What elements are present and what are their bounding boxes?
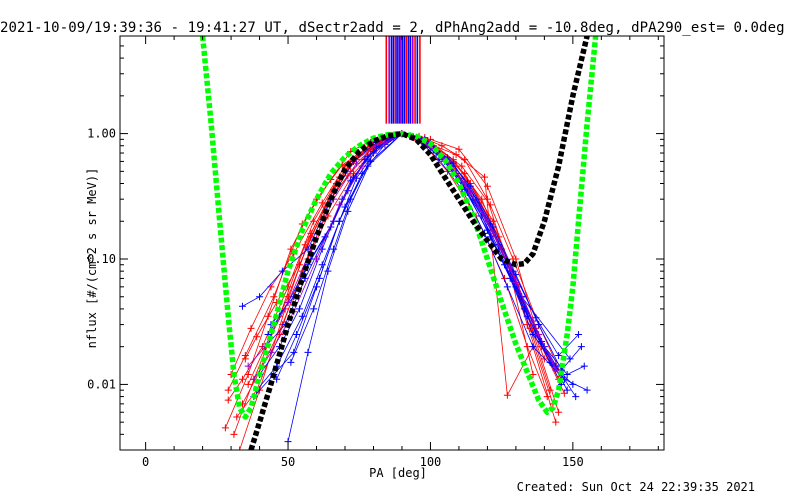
series-20-point-13	[535, 331, 543, 339]
series-15-point-13	[572, 393, 580, 401]
series-12-point-3	[318, 245, 326, 253]
plot-frame	[119, 35, 665, 451]
series-15-point-9	[483, 226, 491, 234]
series-16-point-1	[304, 348, 312, 356]
series-15-point-1	[310, 305, 318, 313]
axes-layer: 0 50 100 150 0.01 0.10 1.00	[87, 35, 664, 469]
series-line-12	[259, 133, 565, 380]
series-7-point-13	[555, 408, 563, 416]
series-17-point-14	[577, 343, 585, 351]
series-16-point-3	[344, 207, 352, 215]
fit-curve-green	[199, 36, 599, 420]
x-tick-label-150: 150	[562, 455, 584, 469]
series-12-point-2	[295, 305, 303, 313]
fit-curve-black	[248, 36, 590, 450]
series-21-point-4	[335, 201, 343, 209]
series-19-point-2	[315, 274, 323, 282]
series-3-point-11	[503, 391, 511, 399]
series-19-point-1	[293, 331, 301, 339]
series-12-point-12	[503, 283, 511, 291]
series-9-point-12	[523, 321, 531, 329]
series-18-point-12	[532, 314, 540, 322]
series-20-point-5	[352, 159, 360, 167]
series-19-point-3	[335, 217, 343, 225]
series-10-point-2	[278, 267, 286, 275]
series-21-point-6	[381, 139, 389, 147]
series-16-point-13	[580, 362, 588, 370]
series-3-point-10	[481, 173, 489, 181]
series-8-point-0	[244, 380, 252, 388]
y-tick-label-2: 1.00	[87, 127, 116, 141]
series-5-point-0	[241, 355, 249, 363]
series-line-4	[242, 133, 545, 405]
series-8-point-9	[438, 142, 446, 150]
series-10-point-0	[238, 302, 246, 310]
series-19-point-0	[273, 375, 281, 383]
series-7-point-0	[233, 413, 241, 421]
series-14-point-14	[566, 355, 574, 363]
series-18-point-13	[555, 352, 563, 360]
series-6-point-13	[560, 389, 568, 397]
series-6-point-0	[221, 424, 229, 432]
series-line-1	[233, 133, 551, 435]
series-20-point-12	[512, 278, 520, 286]
series-0-point-0	[224, 386, 232, 394]
series-19-point-14	[583, 386, 591, 394]
series-21-point-3	[313, 255, 321, 263]
series-1-point-13	[546, 386, 554, 394]
x-tick-label-0: 0	[142, 455, 149, 469]
series-17-point-2	[298, 312, 306, 320]
series-2-point-0	[236, 446, 244, 450]
series-21-point-14	[552, 366, 560, 374]
series-13-point-14	[563, 386, 571, 394]
series-21-point-10	[461, 180, 469, 187]
series-20-point-0	[244, 362, 252, 370]
series-21-point-12	[506, 264, 514, 272]
series-10-point-1	[256, 293, 264, 301]
series-12-point-13	[529, 343, 537, 351]
series-8-point-10	[461, 156, 469, 164]
series-6-point-2	[264, 312, 272, 320]
series-5-point-5	[344, 172, 352, 180]
series-21-point-11	[483, 217, 491, 225]
series-21-point-5	[358, 162, 366, 170]
series-5-point-1	[253, 333, 261, 341]
series-0-point-9	[455, 145, 463, 153]
series-15-point-2	[330, 245, 338, 253]
x-axis-label: PA [deg]	[369, 466, 427, 480]
series-1-point-0	[230, 430, 238, 438]
series-5-point-9	[458, 162, 466, 170]
created-timestamp: Created: Sun Oct 24 22:39:35 2021	[516, 480, 755, 494]
series-3-point-13	[552, 418, 560, 426]
series-9-point-1	[238, 375, 246, 383]
series-18-point-14	[575, 331, 583, 339]
series-0-point-10	[483, 182, 491, 190]
y-tick-label-1: 0.10	[87, 252, 116, 266]
series-16-point-2	[324, 267, 332, 275]
data-layer	[199, 36, 599, 450]
series-8-point-11	[483, 195, 491, 203]
series-9-point-4	[310, 217, 318, 225]
series-15-point-0	[287, 358, 295, 366]
series-9-point-0	[224, 396, 232, 404]
y-tick-label-0: 0.01	[87, 377, 116, 391]
x-tick-label-100: 100	[420, 455, 442, 469]
series-3-point-1	[247, 324, 255, 332]
series-21-point-13	[529, 317, 537, 325]
x-tick-label-50: 50	[281, 455, 295, 469]
series-20-point-2	[284, 299, 292, 306]
chart-title: 2021-10-09/19:39:36 - 19:41:27 UT, dSect…	[0, 20, 785, 36]
series-16-point-12	[563, 370, 571, 378]
